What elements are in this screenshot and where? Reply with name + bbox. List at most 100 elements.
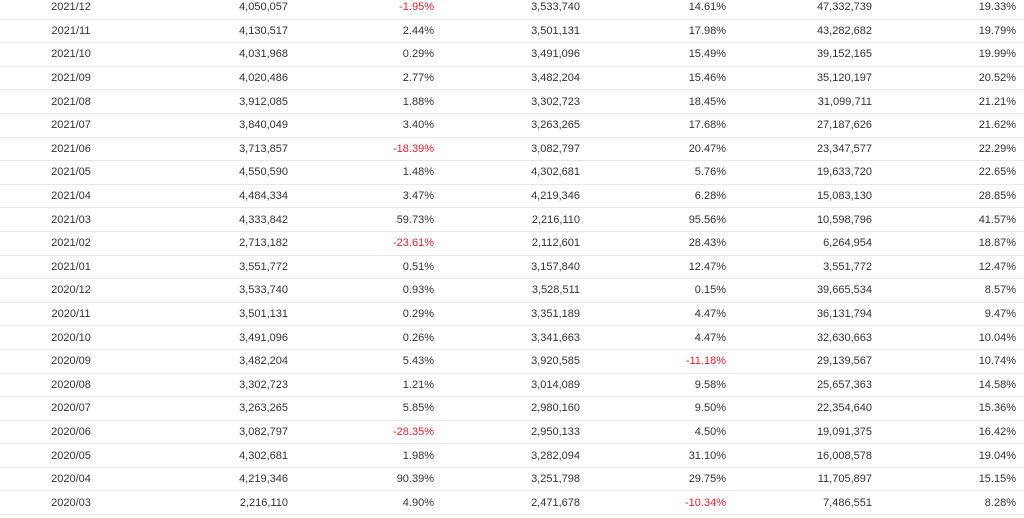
percent-1-cell: 5.43% bbox=[296, 349, 442, 374]
value-1-cell: 4,130,517 bbox=[146, 19, 296, 44]
value-1-cell: 3,302,723 bbox=[146, 373, 296, 398]
table-row: 2020/08 3,302,723 1.21% 3,014,089 9.58% 25,65… bbox=[0, 373, 1024, 398]
table-row: 2020/07 3,263,265 5.85% 2,980,160 9.50% 22,35… bbox=[0, 396, 1024, 421]
value-1-cell: 3,482,204 bbox=[146, 349, 296, 374]
month-cell: 2020/09 bbox=[0, 349, 146, 374]
value-1-cell: 3,491,096 bbox=[146, 325, 296, 350]
percent-1-cell: 90.39% bbox=[296, 467, 442, 492]
percent-3-cell: 21.21% bbox=[880, 89, 1024, 114]
value-3-cell: 16,008,578 bbox=[734, 443, 880, 468]
percent-1-cell: 2.44% bbox=[296, 19, 442, 44]
value-3-cell: 15,083,130 bbox=[734, 184, 880, 209]
percent-3-cell: 12.47% bbox=[880, 255, 1024, 280]
value-1-cell: 4,031,968 bbox=[146, 42, 296, 67]
table-row: 2020/04 4,219,346 90.39% 3,251,798 29.75% 11,… bbox=[0, 467, 1024, 492]
value-2-cell: 2,112,601 bbox=[442, 231, 588, 256]
value-3-cell: 5,270,441 bbox=[734, 514, 880, 518]
percent-3-cell: 18.64% bbox=[880, 514, 1024, 518]
percent-2-cell: 31.10% bbox=[588, 443, 734, 468]
table-row: 2020/06 3,082,797 -28.35% 2,950,133 4.50% 19,… bbox=[0, 420, 1024, 445]
percent-1-cell: 1.88% bbox=[296, 89, 442, 114]
value-3-cell: 3,551,772 bbox=[734, 255, 880, 280]
month-cell: 2020/06 bbox=[0, 420, 146, 445]
value-3-cell: 39,665,534 bbox=[734, 278, 880, 303]
value-3-cell: 10,598,796 bbox=[734, 207, 880, 232]
table-row: 2021/07 3,840,049 3.40% 3,263,265 17.68% 27,1… bbox=[0, 113, 1024, 138]
percent-2-cell: 15.46% bbox=[588, 66, 734, 91]
month-cell: 2021/03 bbox=[0, 207, 146, 232]
month-cell: 2021/04 bbox=[0, 184, 146, 209]
percent-3-cell: 15.15% bbox=[880, 467, 1024, 492]
value-1-cell: 3,840,049 bbox=[146, 113, 296, 138]
percent-1-cell: 5.85% bbox=[296, 396, 442, 421]
percent-1-cell: 0.29% bbox=[296, 42, 442, 67]
value-3-cell: 29,139,567 bbox=[734, 349, 880, 374]
percent-3-cell: 41.57% bbox=[880, 207, 1024, 232]
value-1-cell: 4,219,346 bbox=[146, 467, 296, 492]
value-2-cell: 4,302,681 bbox=[442, 160, 588, 185]
percent-3-cell: 19.79% bbox=[880, 19, 1024, 44]
month-cell: 2020/12 bbox=[0, 278, 146, 303]
percent-3-cell: 9.47% bbox=[880, 302, 1024, 327]
value-1-cell: 2,713,182 bbox=[146, 231, 296, 256]
value-2-cell: 3,014,089 bbox=[442, 373, 588, 398]
value-1-cell: 4,333,842 bbox=[146, 207, 296, 232]
percent-3-cell: 28.85% bbox=[880, 184, 1024, 209]
percent-1-cell: 0.26% bbox=[296, 325, 442, 350]
percent-3-cell: 10.74% bbox=[880, 349, 1024, 374]
month-cell: 2021/10 bbox=[0, 42, 146, 67]
percent-2-cell: 4.47% bbox=[588, 325, 734, 350]
value-1-cell: 2,216,110 bbox=[146, 490, 296, 516]
table-row: 2021/02 2,713,182 -23.61% 2,112,601 28.43% 6,… bbox=[0, 231, 1024, 256]
value-3-cell: 22,354,640 bbox=[734, 396, 880, 421]
percent-2-cell: 6.28% bbox=[588, 184, 734, 209]
value-2-cell: 3,491,096 bbox=[442, 42, 588, 67]
value-2-cell: 3,302,723 bbox=[442, 89, 588, 114]
month-cell: 2021/07 bbox=[0, 113, 146, 138]
percent-3-cell: 8.57% bbox=[880, 278, 1024, 303]
table-row: 2020/12 3,533,740 0.93% 3,528,511 0.15% 39,66… bbox=[0, 278, 1024, 303]
percent-1-cell: 0.29% bbox=[296, 302, 442, 327]
percent-1-cell: 0.51% bbox=[296, 255, 442, 280]
percent-3-cell: 18.87% bbox=[880, 231, 1024, 256]
percent-3-cell: 8.28% bbox=[880, 490, 1024, 516]
value-3-cell: 19,633,720 bbox=[734, 160, 880, 185]
value-2-cell: 3,501,131 bbox=[442, 19, 588, 44]
percent-1-cell: -23.61% bbox=[296, 231, 442, 256]
month-cell: 2021/02 bbox=[0, 231, 146, 256]
value-2-cell: 4,219,346 bbox=[442, 184, 588, 209]
value-1-cell: 2,112,601 bbox=[146, 514, 296, 518]
table-row: 2021/03 4,333,842 59.73% 2,216,110 95.56% 10,… bbox=[0, 207, 1024, 232]
percent-2-cell: 4.50% bbox=[588, 420, 734, 445]
table-row: 2021/09 4,020,486 2.77% 3,482,204 15.46% 35,1… bbox=[0, 66, 1024, 91]
value-1-cell: 3,551,772 bbox=[146, 255, 296, 280]
table-row: 2021/05 4,550,590 1.48% 4,302,681 5.76% 19,63… bbox=[0, 160, 1024, 185]
value-3-cell: 27,187,626 bbox=[734, 113, 880, 138]
value-1-cell: 3,912,085 bbox=[146, 89, 296, 114]
percent-3-cell: 19.99% bbox=[880, 42, 1024, 67]
value-1-cell: 3,263,265 bbox=[146, 396, 296, 421]
value-2-cell: 2,216,110 bbox=[442, 207, 588, 232]
value-2-cell: 3,282,094 bbox=[442, 443, 588, 468]
value-2-cell: 3,920,585 bbox=[442, 349, 588, 374]
value-2-cell: 2,950,133 bbox=[442, 420, 588, 445]
percent-1-cell: -33.10% bbox=[296, 514, 442, 518]
percent-2-cell: 29.75% bbox=[588, 467, 734, 492]
month-cell: 2021/06 bbox=[0, 137, 146, 162]
percent-2-cell: 9.50% bbox=[588, 396, 734, 421]
value-3-cell: 36,131,794 bbox=[734, 302, 880, 327]
percent-2-cell: 4.47% bbox=[588, 302, 734, 327]
percent-2-cell: 20.47% bbox=[588, 137, 734, 162]
value-3-cell: 25,657,363 bbox=[734, 373, 880, 398]
table-row: 2020/022,112,601-33.10%2,001,9415.53%5,2… bbox=[0, 514, 1024, 518]
percent-2-cell: 17.68% bbox=[588, 113, 734, 138]
value-2-cell: 3,082,797 bbox=[442, 137, 588, 162]
table-row: 2021/10 4,031,968 0.29% 3,491,096 15.49% 39,1… bbox=[0, 42, 1024, 67]
table-row: 2021/12 4,050,057 -1.95% 3,533,740 14.61% 47,… bbox=[0, 0, 1024, 20]
percent-2-cell: -10.34% bbox=[588, 490, 734, 516]
month-cell: 2021/12 bbox=[0, 0, 146, 20]
value-2-cell: 2,001,941 bbox=[442, 514, 588, 518]
percent-3-cell: 15.36% bbox=[880, 396, 1024, 421]
percent-3-cell: 22.29% bbox=[880, 137, 1024, 162]
